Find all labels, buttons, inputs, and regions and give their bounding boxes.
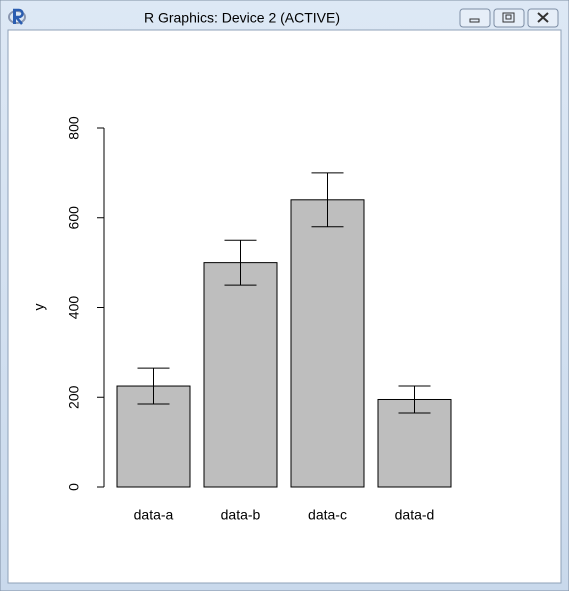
y-tick-label: 400: [66, 296, 82, 320]
maximize-button[interactable]: [493, 8, 525, 28]
bar: [203, 262, 278, 488]
x-tick-label: data-d: [395, 507, 435, 523]
bar: [290, 199, 365, 488]
bar: [116, 385, 191, 488]
y-tick-label: 0: [66, 483, 82, 491]
error-bar: [224, 239, 257, 286]
error-bar: [398, 385, 431, 414]
y-tick-label: 600: [66, 206, 82, 230]
close-button[interactable]: [527, 8, 559, 28]
plot-area: [7, 29, 562, 584]
y-tick-label: 200: [66, 385, 82, 409]
x-tick-label: data-a: [134, 507, 174, 523]
minimize-button[interactable]: [459, 8, 491, 28]
error-bar: [137, 367, 170, 405]
error-bar: [311, 172, 344, 228]
bar: [377, 398, 452, 488]
app-icon: [8, 8, 26, 25]
y-tick-label: 800: [66, 116, 82, 140]
x-tick-label: data-c: [308, 507, 347, 523]
window-title: R Graphics: Device 2 (ACTIVE): [144, 10, 340, 26]
y-axis-label: y: [31, 304, 47, 311]
x-tick-label: data-b: [221, 507, 261, 523]
